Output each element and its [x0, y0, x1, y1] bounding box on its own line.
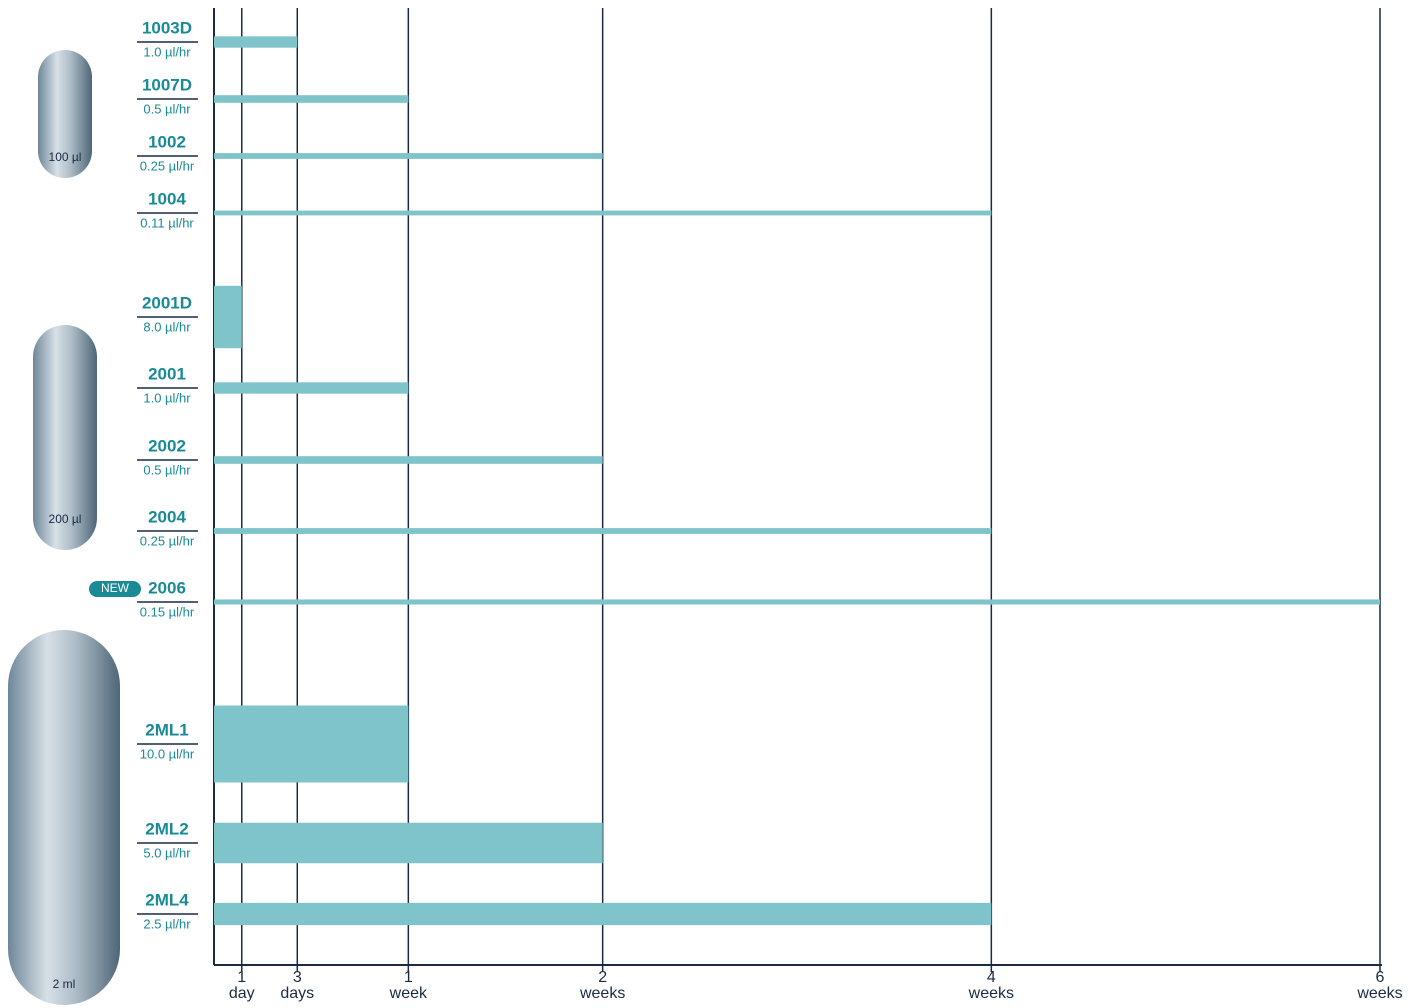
bar	[214, 95, 409, 103]
pump-rate: 8.0 µl/hr	[143, 319, 191, 334]
pump-rate: 0.5 µl/hr	[143, 101, 191, 116]
pump-rate: 2.5 µl/hr	[143, 916, 191, 931]
bar	[214, 528, 992, 534]
pump-name: 2001	[148, 364, 186, 383]
bar	[214, 36, 298, 48]
pump-name: 2004	[148, 507, 186, 526]
capsule	[33, 325, 97, 550]
bar	[214, 456, 603, 464]
bar	[214, 705, 409, 783]
pump-rate: 0.15 µl/hr	[140, 604, 195, 619]
pump-name: 1004	[148, 189, 186, 208]
bar	[214, 382, 409, 394]
pump-name: 2ML4	[145, 890, 189, 909]
bar	[214, 210, 992, 216]
pump-rate: 0.25 µl/hr	[140, 158, 195, 173]
badge-bg	[89, 581, 141, 597]
bar	[214, 902, 992, 926]
bar	[214, 285, 242, 349]
badge: NEW	[101, 581, 130, 595]
x-tick-label: 1 day	[228, 969, 255, 1002]
pump-rate: 0.5 µl/hr	[143, 462, 191, 477]
pump-name: 1002	[148, 132, 186, 151]
pump-rate: 1.0 µl/hr	[143, 44, 191, 59]
pump-name: 2ML2	[145, 819, 188, 838]
x-tick-label: 4 weeks	[968, 969, 1015, 1002]
pump-name: 2002	[148, 436, 186, 455]
x-tick-label: 2 weeks	[579, 969, 626, 1002]
pump-name: 2001D	[142, 293, 192, 312]
pump-name: 2ML1	[145, 720, 188, 739]
capsule	[8, 630, 120, 1005]
capsule-label: 200 µl	[49, 512, 82, 526]
bar	[214, 822, 603, 864]
capsule	[38, 50, 92, 178]
pump-rate: 0.25 µl/hr	[140, 533, 195, 548]
capsule-label: 2 ml	[53, 977, 76, 991]
capsule-label: 100 µl	[49, 150, 82, 164]
pump-name: 1003D	[142, 18, 192, 37]
pump-rate: 0.11 µl/hr	[140, 215, 194, 230]
bar	[214, 153, 603, 159]
bar	[214, 599, 1380, 605]
x-tick-label: 1 week	[389, 969, 428, 1002]
x-tick-label: 3 days	[280, 969, 315, 1002]
pump-rate: 1.0 µl/hr	[143, 390, 191, 405]
pump-name: 2006	[148, 578, 186, 597]
pump-rate: 5.0 µl/hr	[143, 845, 191, 860]
pump-rate: 10.0 µl/hr	[140, 746, 195, 761]
x-tick-label: 6 weeks	[1357, 969, 1403, 1002]
pump-name: 1007D	[142, 75, 192, 94]
